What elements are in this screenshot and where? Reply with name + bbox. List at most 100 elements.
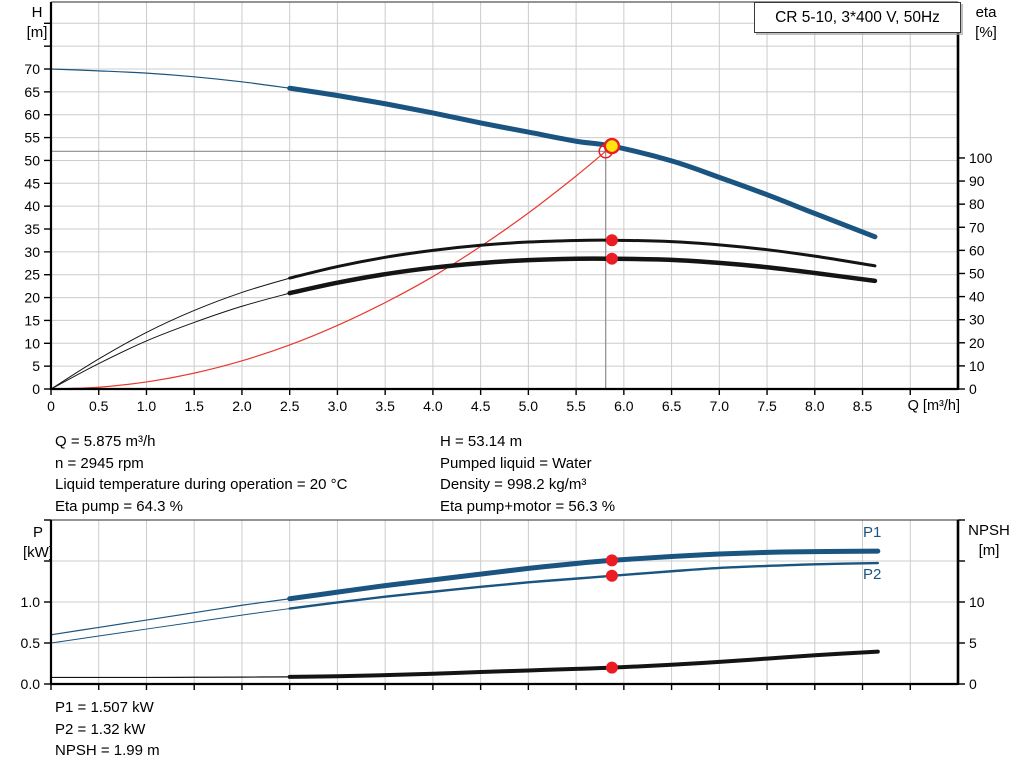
tick-label: 5 bbox=[969, 635, 977, 651]
tick-label: 5.5 bbox=[566, 398, 586, 414]
tick-label: 30 bbox=[24, 244, 40, 260]
npsh-curve bbox=[51, 649, 880, 679]
p-axis-label-unit: [kW] bbox=[23, 544, 53, 561]
tick-label: 40 bbox=[969, 289, 985, 305]
duty-pumped-liquid-text: Pumped liquid = Water bbox=[440, 454, 592, 472]
tick-label: 0 bbox=[969, 381, 977, 397]
duty-point-marker[interactable] bbox=[603, 137, 621, 155]
tick-label: 40 bbox=[24, 198, 40, 214]
tick-label: 30 bbox=[969, 312, 985, 328]
tick-label: 0.5 bbox=[21, 635, 41, 651]
duty-info-bottom: P1 = 1.507 kW P2 = 1.32 kW NPSH = 1.99 m bbox=[55, 697, 160, 762]
tick-label: 50 bbox=[969, 265, 985, 281]
eta-pump-motor-curve bbox=[50, 256, 878, 390]
system-curve bbox=[50, 150, 607, 390]
duty-marker-dot bbox=[605, 554, 618, 567]
tick-label: 3.5 bbox=[375, 398, 395, 414]
npsh-axis-label-unit: [m] bbox=[978, 542, 1000, 559]
tick-label: 6.0 bbox=[614, 398, 634, 414]
tick-label: 7.0 bbox=[710, 398, 730, 414]
tick-label: 20 bbox=[969, 335, 985, 351]
npsh-axis-label: NPSH [m] bbox=[960, 521, 1018, 561]
duty-marker-dot bbox=[605, 569, 618, 582]
duty-info-left: Q = 5.875 m³/h n = 2945 rpm Liquid tempe… bbox=[55, 431, 347, 517]
tick-label: 0 bbox=[969, 676, 977, 692]
duty-marker-dot bbox=[605, 252, 618, 265]
tick-label: 0.0 bbox=[21, 676, 41, 692]
tick-label: 60 bbox=[969, 242, 985, 258]
tick-label: 5.0 bbox=[519, 398, 539, 414]
duty-p1-text: P1 = 1.507 kW bbox=[55, 699, 154, 716]
gridlines bbox=[51, 520, 958, 684]
tick-label: 70 bbox=[969, 219, 985, 235]
tick-label: 6.5 bbox=[662, 398, 682, 414]
tick-label: 10 bbox=[969, 594, 985, 610]
tick-label: 55 bbox=[24, 130, 40, 146]
eta-axis-label-unit: [%] bbox=[975, 24, 997, 41]
tick-label: 0.5 bbox=[89, 398, 109, 414]
h-axis-label-symbol: H bbox=[31, 4, 43, 21]
tick-label: 20 bbox=[24, 290, 40, 306]
tick-label: 5 bbox=[32, 358, 40, 374]
tick-label: 25 bbox=[24, 267, 40, 283]
tick-label: 90 bbox=[969, 173, 985, 189]
tick-label: 8.0 bbox=[805, 398, 825, 414]
tick-label: 70 bbox=[24, 61, 40, 77]
duty-liquid-temp-text: Liquid temperature during operation = 20… bbox=[55, 476, 348, 493]
eta-pump-curve bbox=[50, 238, 877, 390]
npsh-axis-label-symbol: NPSH bbox=[968, 522, 1010, 539]
h-axis-label: H [m] bbox=[20, 3, 54, 43]
duty-marker-dot bbox=[605, 661, 618, 674]
h-axis-label-unit: [m] bbox=[26, 24, 48, 41]
tick-label: 0 bbox=[47, 398, 55, 414]
duty-p2-text: P2 = 1.32 kW bbox=[55, 720, 146, 738]
tick-label: 0 bbox=[32, 381, 40, 397]
tick-label: 3.0 bbox=[328, 398, 348, 414]
tick-label: 4.5 bbox=[471, 398, 491, 414]
tick-label: 10 bbox=[969, 358, 985, 374]
tick-label: 7.5 bbox=[757, 398, 777, 414]
axes-frame: 0 0.5 1.0 1.5 2.0 2.5 3.0 3.5 4.0 4.5 5.0 5.5 6.0 6.5… bbox=[24, 1, 993, 414]
tick-label: 50 bbox=[24, 152, 40, 168]
duty-eta-pump-motor-text: Eta pump+motor = 56.3 % bbox=[440, 497, 616, 515]
p2-curve-label: P2 bbox=[863, 566, 882, 583]
tick-label: 2.0 bbox=[232, 398, 252, 414]
eta-axis-label-symbol: eta bbox=[975, 4, 997, 21]
tick-label: 35 bbox=[24, 221, 40, 237]
p1-curve bbox=[50, 548, 881, 636]
tick-label: 4.0 bbox=[423, 398, 443, 414]
tick-label: 1.5 bbox=[184, 398, 204, 414]
p1-curve-label: P1 bbox=[863, 524, 882, 541]
tick-label: 1.0 bbox=[137, 398, 157, 414]
tick-label: 10 bbox=[24, 335, 40, 351]
p2-curve bbox=[50, 561, 880, 644]
p-axis-label-symbol: P bbox=[32, 524, 43, 541]
tick-label: 100 bbox=[969, 150, 993, 166]
duty-head-text: H = 53.14 m bbox=[440, 433, 523, 450]
axes-frame: 0.0 0.5 1.0 0 5 10 bbox=[21, 519, 985, 692]
q-axis-label: Q [m³/h] bbox=[907, 398, 960, 414]
p-axis-label: P [kW] bbox=[20, 523, 56, 563]
tick-label: 45 bbox=[24, 175, 40, 191]
duty-density-text: Density = 998.2 kg/m³ bbox=[440, 476, 587, 493]
duty-crosshair bbox=[51, 144, 607, 389]
tick-label: 8.5 bbox=[853, 398, 873, 414]
duty-info-right: H = 53.14 m Pumped liquid = Water Densit… bbox=[440, 431, 615, 517]
duty-marker-dot bbox=[605, 234, 618, 247]
gridlines bbox=[51, 2, 958, 389]
duty-speed-text: n = 2945 rpm bbox=[55, 454, 144, 472]
pump-title-box: CR 5-10, 3*400 V, 50Hz bbox=[754, 2, 961, 33]
head-curve bbox=[50, 68, 878, 240]
duty-flow-text: Q = 5.875 m³/h bbox=[55, 433, 156, 450]
tick-label: 80 bbox=[969, 196, 985, 212]
tick-label: 1.0 bbox=[21, 594, 41, 610]
tick-label: 2.5 bbox=[280, 398, 300, 414]
head-efficiency-chart: 0 0.5 1.0 1.5 2.0 2.5 3.0 3.5 4.0 4.5 5.0 5.5 6.0 6.5… bbox=[24, 1, 993, 414]
duty-eta-pump-text: Eta pump = 64.3 % bbox=[55, 497, 183, 515]
tick-label: 60 bbox=[24, 107, 40, 123]
tick-label: 65 bbox=[24, 84, 40, 100]
tick-label: 15 bbox=[24, 312, 40, 328]
duty-npsh-text: NPSH = 1.99 m bbox=[55, 742, 160, 759]
